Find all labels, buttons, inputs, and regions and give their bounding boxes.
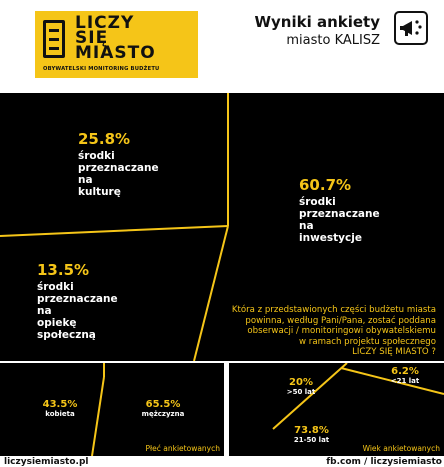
female-label: kobieta	[45, 410, 75, 418]
budget-panel: 25.8% środki przeznaczane na kulturę 60.…	[0, 93, 444, 361]
age-caption: Wiek ankietowanych	[362, 444, 440, 453]
over50-label: >50 lat	[286, 388, 316, 396]
age-divider	[272, 363, 444, 430]
care-label: środki przeznaczane na opiekę społeczną	[37, 281, 118, 341]
calculator-icon	[43, 20, 65, 58]
under21-percent: 6.2%	[391, 366, 419, 377]
logo-line2: SIĘ	[75, 28, 109, 48]
male-label: mężczyzna	[141, 410, 185, 418]
care-block: 13.5% środki przeznaczane na opiekę społ…	[37, 261, 118, 341]
culture-label-line: przeznaczane	[78, 162, 159, 174]
culture-percent: 25.8%	[78, 130, 131, 148]
care-label-line: na	[37, 305, 52, 317]
investment-label-line: środki	[299, 196, 336, 208]
culture-label: środki przeznaczane na kulturę	[78, 150, 159, 198]
footer-website: liczysiemiasto.pl	[4, 457, 89, 467]
investment-block: 60.7% środki przeznaczane na inwestycje	[299, 176, 380, 244]
footer-facebook: fb.com / liczysiemiasto	[326, 457, 442, 467]
investment-label: środki przeznaczane na inwestycje	[299, 196, 380, 244]
budget-dividers	[0, 93, 229, 361]
question-line: LICZY SIĘ MIASTO ?	[352, 347, 436, 357]
logo-wordmark: LICZY SIĘ MIASTO	[75, 13, 156, 63]
care-label-line: opiekę	[37, 317, 77, 329]
male-block: 65.5% mężczyzna	[128, 399, 198, 418]
over50-percent: 20%	[289, 377, 313, 388]
investment-percent: 60.7%	[299, 176, 352, 194]
page-title: Wyniki ankiety	[254, 13, 380, 31]
investment-label-line: inwestycje	[299, 232, 362, 244]
gender-panel: 43.5% kobieta 65.5% mężczyzna Płeć ankie…	[0, 363, 224, 456]
culture-label-line: na	[78, 174, 93, 186]
care-label-line: przeznaczane	[37, 293, 118, 305]
female-block: 43.5% kobieta	[30, 399, 90, 418]
culture-block: 25.8% środki przeznaczane na kulturę	[78, 130, 159, 198]
logo-line1: LICZY	[75, 13, 135, 33]
question-line: w ramach projektu społecznego	[299, 336, 436, 347]
male-percent: 65.5%	[145, 399, 181, 410]
megaphone-icon	[394, 11, 428, 45]
mid-age-label: 21-50 lat	[293, 436, 330, 444]
over50-block: 20% >50 lat	[281, 377, 321, 396]
care-percent: 13.5%	[37, 261, 90, 279]
question-line: Która z przedstawionych części budżetu m…	[231, 305, 436, 315]
female-percent: 43.5%	[42, 399, 78, 410]
under21-block: 6.2% <21 lat	[385, 366, 425, 385]
care-label-line: społeczną	[37, 329, 96, 341]
investment-label-line: przeznaczane	[299, 208, 380, 220]
gender-caption: Płeć ankietowanych	[145, 444, 221, 453]
logo-tagline: OBYWATELSKI MONITORING BUDŻETU	[43, 66, 160, 72]
care-label-line: środki	[37, 281, 74, 293]
gender-divider	[91, 363, 105, 456]
culture-label-line: kulturę	[78, 186, 121, 198]
culture-label-line: środki	[78, 150, 115, 162]
question-line: obserwacji / monitoringowi obywatelskiem…	[247, 326, 436, 336]
page-subtitle: miasto KALISZ	[286, 33, 380, 48]
age-panel: 20% >50 lat 6.2% <21 lat 73.8% 21-50 lat…	[229, 363, 444, 456]
investment-label-line: na	[299, 220, 314, 232]
mid-age-percent: 73.8%	[294, 425, 329, 436]
under21-label: <21 lat	[390, 377, 420, 385]
survey-question: Która z przedstawionych części budżetu m…	[232, 305, 436, 358]
mid-age-block: 73.8% 21-50 lat	[284, 425, 339, 444]
logo: LICZY SIĘ MIASTO OBYWATELSKI MONITORING …	[35, 11, 198, 78]
question-line: powinna, według Pani/Pana, zostać poddan…	[245, 315, 436, 326]
logo-line3: MIASTO	[75, 43, 156, 63]
